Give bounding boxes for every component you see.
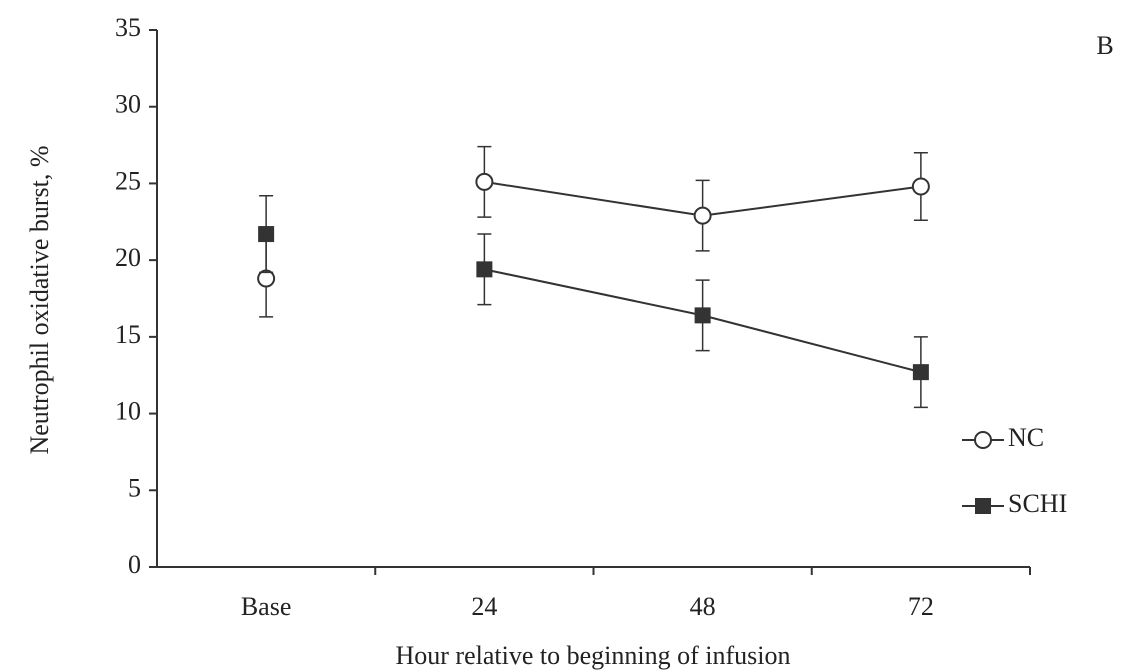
- x-axis-title: Hour relative to beginning of infusion: [396, 641, 791, 670]
- legend-label: NC: [1008, 423, 1044, 452]
- data-point: [911, 177, 930, 196]
- legend-marker: [974, 431, 992, 449]
- y-tick-label: 30: [115, 90, 141, 119]
- x-tick-label: Base: [241, 592, 292, 621]
- data-point: [694, 307, 711, 324]
- x-tick-label: 48: [690, 592, 716, 621]
- data-point: [258, 226, 275, 243]
- data-point: [476, 261, 493, 278]
- x-tick-label: 24: [471, 592, 497, 621]
- y-tick-label: 10: [115, 397, 141, 426]
- data-point: [475, 172, 494, 191]
- y-tick-label: 5: [128, 473, 141, 502]
- y-tick-label: 15: [115, 320, 141, 349]
- y-tick-label: 35: [115, 13, 141, 42]
- data-point: [693, 206, 712, 225]
- y-tick-label: 25: [115, 166, 141, 195]
- y-axis-title: Neutrophil oxidative burst, %: [25, 145, 54, 454]
- y-tick-label: 20: [115, 243, 141, 272]
- legend-marker: [975, 498, 991, 514]
- data-point: [912, 364, 929, 381]
- x-tick-label: 72: [908, 592, 934, 621]
- panel-label: B: [1096, 31, 1113, 60]
- legend-label: SCHI: [1008, 489, 1067, 518]
- y-tick-label: 0: [128, 550, 141, 579]
